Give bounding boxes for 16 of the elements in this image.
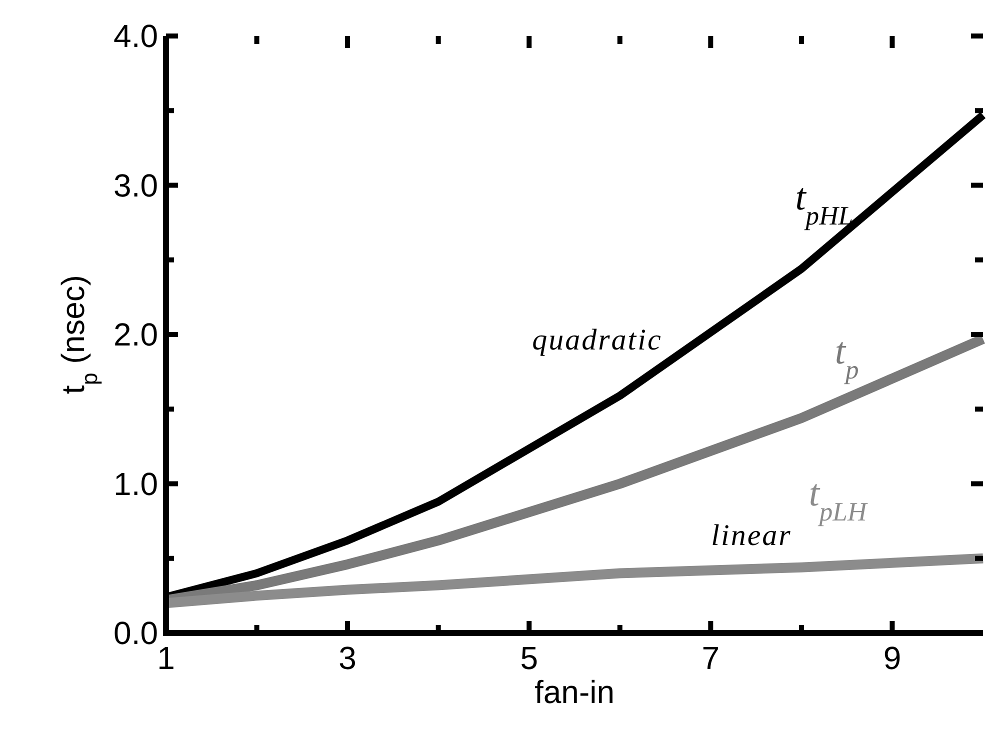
x-tick-label: 1 (157, 640, 175, 676)
x-tick-label: 7 (702, 640, 720, 676)
y-tick-label: 0.0 (114, 615, 158, 651)
y-tick-label: 3.0 (114, 167, 158, 204)
y-tick-label: 2.0 (114, 316, 158, 352)
x-tick-label: 3 (338, 640, 356, 676)
series-label: t$_{pLH}$ (808, 472, 868, 527)
x-tick-label: 9 (883, 640, 902, 676)
x-tick-label: 5 (520, 640, 538, 676)
y-tick-label: 1.0 (114, 466, 158, 502)
series-label: t$_{pHL}$ (795, 176, 854, 231)
y-tick-label: 4.0 (114, 18, 158, 54)
annotation: linear (711, 518, 792, 552)
x-axis-title: fan-in (534, 674, 615, 710)
series-label: t$_{p}$ (834, 330, 859, 384)
annotation: quadratic (532, 323, 662, 356)
